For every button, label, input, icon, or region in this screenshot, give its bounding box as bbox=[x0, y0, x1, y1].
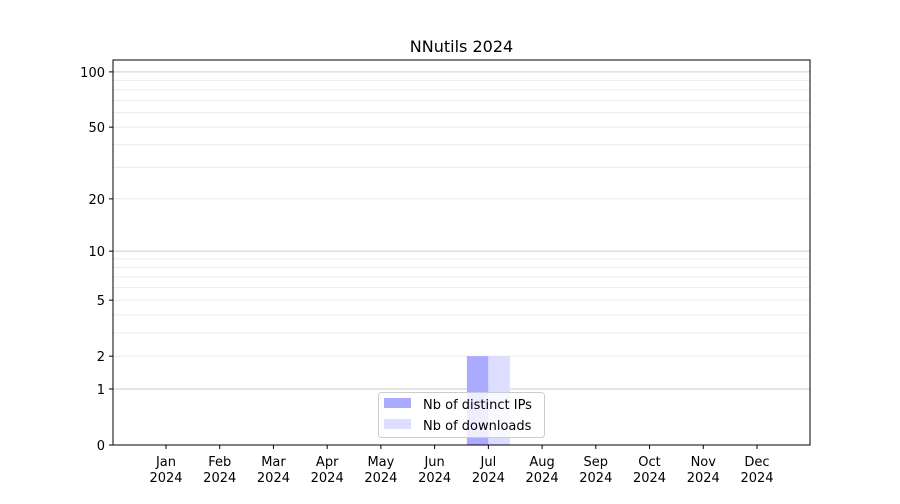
x-tick-label: Feb bbox=[208, 455, 231, 470]
x-tick-label: Apr bbox=[316, 455, 339, 470]
legend-box bbox=[378, 392, 545, 438]
legend: Nb of distinct IPs Nb of downloads bbox=[378, 392, 545, 438]
x-tick-label: 2024 bbox=[311, 471, 344, 486]
x-tick-label: 2024 bbox=[633, 471, 666, 486]
x-tick-label: Aug bbox=[529, 455, 554, 470]
legend-swatch bbox=[384, 398, 411, 408]
x-tick-label: 2024 bbox=[740, 471, 773, 486]
y-tick-label: 10 bbox=[88, 245, 105, 260]
x-tick-label: Dec bbox=[744, 455, 769, 470]
plot-frame bbox=[112, 59, 811, 446]
x-tick-label: 2024 bbox=[687, 471, 720, 486]
y-tick-label: 50 bbox=[88, 121, 105, 136]
legend-label: Nb of distinct IPs bbox=[423, 398, 532, 413]
x-tick-label: 2024 bbox=[418, 471, 451, 486]
x-tick-label: 2024 bbox=[526, 471, 559, 486]
y-tick-label: 100 bbox=[80, 66, 105, 81]
x-tick-label: Oct bbox=[638, 455, 660, 470]
x-tick-label: Mar bbox=[261, 455, 286, 470]
chart-title: NNutils 2024 bbox=[410, 37, 513, 56]
x-tick-label: May bbox=[367, 455, 394, 470]
x-tick-label: 2024 bbox=[364, 471, 397, 486]
x-tick-label: Jul bbox=[480, 455, 497, 470]
x-tick-label: 2024 bbox=[203, 471, 236, 486]
x-tick-label: Jun bbox=[423, 455, 444, 470]
y-tick-label: 1 bbox=[97, 383, 105, 398]
legend-label: Nb of downloads bbox=[423, 419, 532, 434]
y-tick-label: 5 bbox=[97, 294, 105, 309]
x-tick-label: 2024 bbox=[472, 471, 505, 486]
y-tick-label: 2 bbox=[97, 350, 105, 365]
x-tick-label: Nov bbox=[691, 455, 717, 470]
legend-swatch bbox=[384, 419, 411, 429]
x-tick-label: Sep bbox=[584, 455, 609, 470]
x-tick-label: 2024 bbox=[149, 471, 182, 486]
y-tick-label: 0 bbox=[97, 439, 105, 454]
x-tick-label: Jan bbox=[155, 455, 176, 470]
x-tick-label: 2024 bbox=[257, 471, 290, 486]
y-tick-label: 20 bbox=[88, 193, 105, 208]
x-tick-label: 2024 bbox=[579, 471, 612, 486]
